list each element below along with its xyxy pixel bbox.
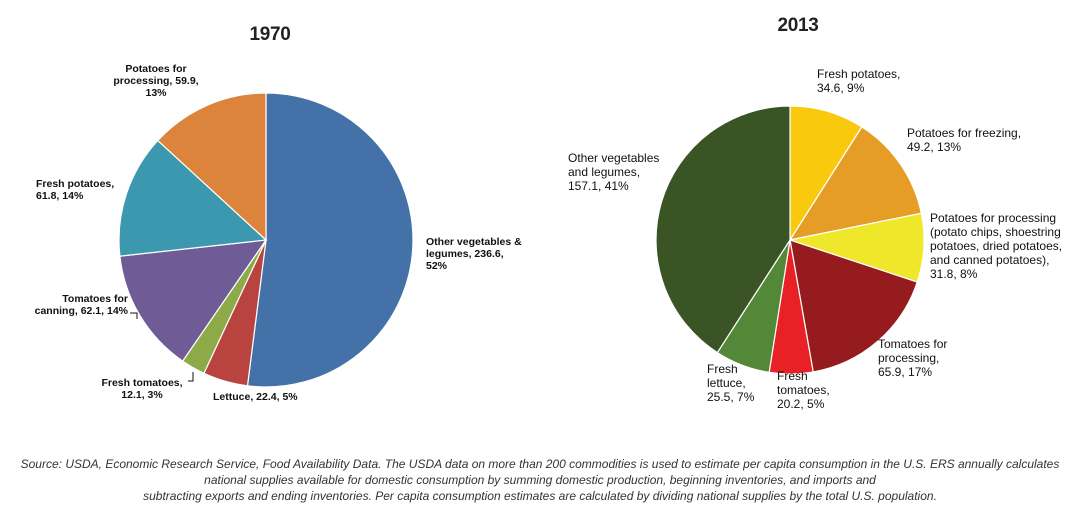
label-1970-fresh-potatoes: Fresh potatoes, 61.8, 14%	[36, 178, 115, 202]
chart-title-1970: 1970	[249, 24, 291, 45]
source-line-2: national supplies available for domestic…	[204, 473, 876, 487]
source-note: Source: USDA, Economic Research Service,…	[0, 456, 1080, 504]
leader-line-tomatoes-canning	[130, 312, 138, 319]
pie-2013-slice-6	[655, 105, 791, 354]
pie-1970-slice-5	[156, 92, 267, 242]
pie-2013-slice-1	[788, 126, 923, 241]
chart-title-2013: 2013	[777, 15, 819, 36]
pie-1970-slice-4	[118, 139, 268, 257]
label-1970-tomatoes-canning: Tomatoes for canning, 62.1, 14%	[34, 293, 128, 317]
label-2013-fresh-potatoes: Fresh potatoes, 34.6, 9%	[817, 67, 901, 95]
source-line-1: Source: USDA, Economic Research Service,…	[20, 457, 1060, 471]
pie-1970-slice-0	[246, 92, 414, 388]
label-1970-other-vegetables: Other vegetables & legumes, 236.6, 52%	[426, 236, 522, 272]
label-2013-other-vegetables: Other vegetables and legumes, 157.1, 41%	[568, 151, 660, 193]
label-1970-fresh-tomatoes: Fresh tomatoes, 12.1, 3%	[101, 377, 183, 401]
label-1970-potatoes-processing: Potatoes for processing, 59.9, 13%	[113, 63, 199, 99]
label-2013-tomatoes-processing: Tomatoes for processing, 65.9, 17%	[878, 337, 948, 379]
label-2013-fresh-tomatoes: Fresh tomatoes, 20.2, 5%	[777, 369, 830, 411]
label-2013-potatoes-processing: Potatoes for processing (potato chips, s…	[930, 211, 1063, 281]
label-2013-potatoes-freezing: Potatoes for freezing, 49.2, 13%	[907, 126, 1022, 154]
label-1970-lettuce: Lettuce, 22.4, 5%	[213, 391, 298, 403]
label-2013-fresh-lettuce: Fresh lettuce, 25.5, 7%	[707, 362, 755, 404]
source-line-3: subtracting exports and ending inventori…	[143, 489, 937, 503]
pie-1970-slice-3	[119, 239, 268, 362]
leader-line-fresh-tomatoes	[188, 372, 194, 382]
pie-chart-1970	[118, 92, 414, 388]
pie-chart-2013	[655, 105, 925, 375]
pie-2013-slice-3	[789, 239, 918, 373]
